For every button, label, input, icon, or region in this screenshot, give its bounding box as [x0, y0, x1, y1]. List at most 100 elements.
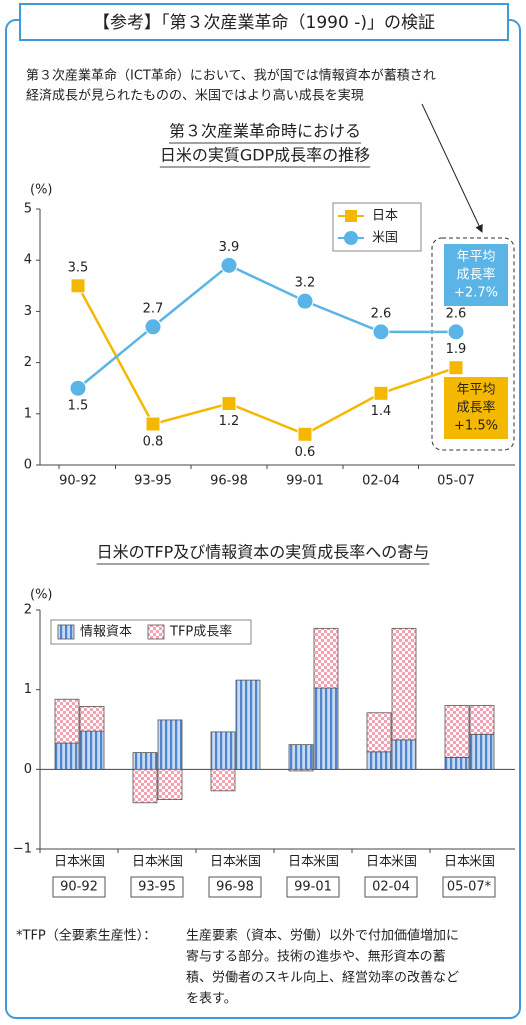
- bar-segment: [79, 705, 105, 732]
- x-tick-label: 96-98: [216, 880, 254, 895]
- y-tick-label: 2: [24, 603, 32, 618]
- x-tick-label: 90-92: [60, 880, 98, 895]
- bar-label: 日本: [288, 855, 314, 870]
- bar-segment: [54, 742, 80, 770]
- bar-label: 日本: [210, 855, 236, 870]
- point: [373, 385, 389, 401]
- bar-label: 日本: [444, 855, 470, 870]
- value-label: 2.7: [143, 301, 164, 316]
- y-tick-label: 4: [24, 253, 32, 268]
- bar-label: 日本: [366, 855, 392, 870]
- y-unit: (%): [30, 588, 53, 603]
- bar-segment: [313, 687, 339, 770]
- bar-label: 日本: [132, 855, 158, 870]
- bar-segment: [366, 751, 392, 770]
- bar-segment: [391, 739, 417, 770]
- point: [221, 396, 237, 412]
- value-label: 1.4: [371, 404, 392, 419]
- bar-label: 米国: [157, 855, 183, 870]
- footnote-line: 生産要素（資本、労働）以外で付加価値増加に: [186, 928, 459, 944]
- y-tick-label: −1: [13, 842, 32, 857]
- bar-segment: [132, 752, 158, 770]
- annotation-text: 年平均: [456, 383, 495, 398]
- arrow: [421, 103, 483, 233]
- value-label: 2.6: [371, 306, 392, 321]
- bar-label: 日本: [54, 855, 80, 870]
- annotation-box: [444, 244, 508, 306]
- bar-segment: [444, 756, 470, 770]
- value-label: 3.9: [219, 240, 240, 255]
- point: [145, 416, 161, 432]
- y-tick-label: 5: [24, 202, 32, 217]
- x-tick-label: 02-04: [362, 474, 400, 489]
- x-tick-label: 05-07*: [447, 880, 492, 895]
- legend-swatch: [147, 624, 165, 640]
- legend-swatch: [57, 624, 75, 640]
- bar-segment: [235, 679, 261, 770]
- bar-segment: [132, 768, 158, 804]
- legend-label: 日本: [372, 209, 398, 224]
- bar-label: 米国: [235, 855, 261, 870]
- value-label: 1.2: [219, 414, 240, 429]
- x-tick-label: 93-95: [138, 880, 176, 895]
- x-tick-label: 93-95: [134, 474, 172, 489]
- category-box: [442, 876, 496, 898]
- highlight-box: [431, 237, 515, 451]
- x-tick-label: 05-07: [437, 474, 475, 489]
- y-tick-label: 1: [24, 406, 32, 421]
- category-box: [208, 876, 262, 898]
- bar-segment: [157, 719, 183, 770]
- footnote-line: 積、労働者のスキル向上、経営効率の改善など: [186, 970, 459, 986]
- legend-label: TFP成長率: [169, 624, 232, 640]
- y-tick-label: 2: [24, 355, 32, 370]
- y-unit: (%): [30, 183, 53, 198]
- footnote-line: を表す。: [186, 992, 237, 1007]
- point: [69, 379, 87, 397]
- point: [70, 278, 86, 294]
- bar-segment: [444, 705, 470, 758]
- x-tick-label: 99-01: [294, 880, 332, 895]
- category-box: [130, 876, 184, 898]
- bar-segment: [288, 744, 314, 770]
- y-tick-label: 0: [24, 458, 32, 473]
- x-tick-label: 90-92: [59, 474, 97, 489]
- bar-segment: [288, 768, 314, 772]
- bar-segment: [210, 768, 236, 792]
- header-title: 【参考】「第３次産業革命（1990 -)」の検証: [93, 13, 435, 33]
- point: [297, 426, 313, 442]
- bar-segment: [54, 698, 80, 744]
- value-label: 1.9: [446, 342, 467, 357]
- bar-segment: [469, 733, 495, 770]
- bar-segment: [469, 705, 495, 735]
- point: [296, 292, 314, 310]
- point: [220, 256, 238, 274]
- bar-segment: [391, 627, 417, 741]
- bar-segment: [210, 731, 236, 770]
- bar-segment: [366, 712, 392, 753]
- chart-title: 第３次産業革命時における: [169, 122, 361, 141]
- annotation-text: +1.5%: [454, 419, 498, 434]
- y-tick-label: 0: [24, 762, 32, 777]
- bar-segment: [313, 627, 339, 689]
- point: [372, 323, 390, 341]
- annotation-text: 成長率: [456, 400, 495, 416]
- value-label: 0.6: [295, 445, 316, 460]
- bar-label: 米国: [469, 855, 495, 870]
- footnote-line: 寄与する部分。技術の進歩や、無形資本の蓄: [186, 949, 446, 965]
- description: 第３次産業革命（ICT革命）において、我が国では情報資本が蓄積され: [26, 68, 436, 84]
- x-tick-label: 99-01: [286, 474, 324, 489]
- point: [144, 318, 162, 336]
- legend-label: 米国: [372, 231, 398, 246]
- category-box: [52, 876, 106, 898]
- bar-label: 米国: [313, 855, 339, 870]
- bar-label: 米国: [79, 855, 105, 870]
- chart-title: 日米の実質GDP成長率の推移: [160, 146, 370, 165]
- chart-title: 日米のTFP及び情報資本の実質成長率への寄与: [97, 543, 430, 562]
- annotation-text: 年平均: [456, 250, 495, 265]
- series-line: [76, 285, 457, 436]
- value-label: 0.8: [143, 435, 164, 450]
- value-label: 1.5: [68, 399, 89, 414]
- series-line: [77, 263, 456, 390]
- header-box: [19, 3, 509, 41]
